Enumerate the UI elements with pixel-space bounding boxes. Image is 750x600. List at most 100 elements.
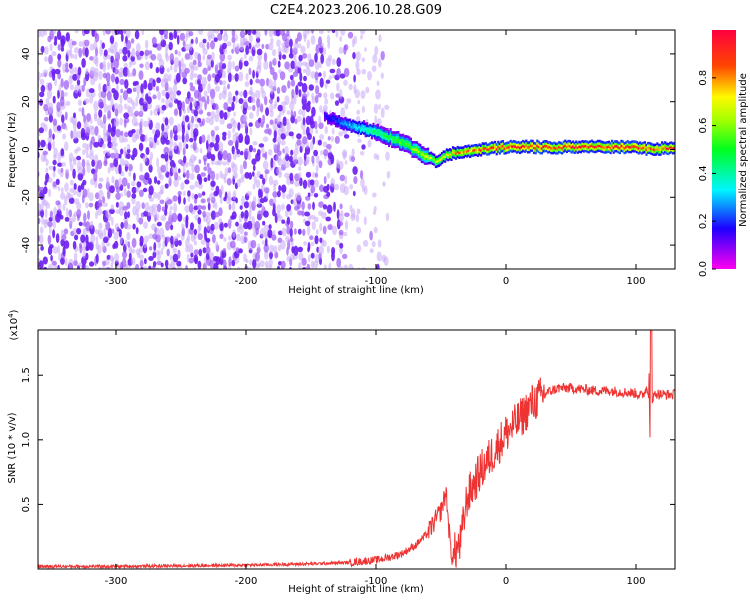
spectrogram-noise-cell xyxy=(197,233,203,241)
spectrogram-noise-cell xyxy=(203,226,207,237)
spectrogram-noise-cell xyxy=(298,166,302,172)
spectrogram-track-cell xyxy=(391,133,394,137)
spectrogram-track-cell xyxy=(526,141,529,144)
spectrogram-noise-cell xyxy=(47,264,54,269)
spectrogram-track-cell xyxy=(364,129,367,133)
spectrogram-track-cell xyxy=(539,151,542,155)
spectrogram-track-cell xyxy=(586,145,589,148)
spectrogram-track-cell xyxy=(529,149,533,152)
colorbar-tick-label: 0.4 xyxy=(698,165,709,181)
spectrogram-noise-cell xyxy=(245,73,249,81)
spectrogram-noise-cell xyxy=(235,221,239,227)
spectrogram-track-cell xyxy=(476,144,480,148)
spectrogram-track-cell xyxy=(522,139,525,143)
spectrogram-noise-cell xyxy=(252,258,257,269)
spectrogram-track-cell xyxy=(373,132,377,135)
spectrogram-noise-cell xyxy=(367,139,372,148)
spectrogram-noise-cell xyxy=(148,256,154,261)
spectrogram-noise-cell xyxy=(375,89,381,100)
spectrogram-noise-cell xyxy=(97,189,104,200)
spectrogram-noise-cell xyxy=(263,210,269,218)
spectrogram-noise-cell xyxy=(315,164,319,173)
spectrogram-noise-cell xyxy=(166,248,170,257)
spectrogram-track-cell xyxy=(572,147,575,151)
spectrogram-track-cell xyxy=(568,147,572,150)
spectrogram-noise-cell xyxy=(251,158,257,165)
spectrogram-noise-cell xyxy=(289,236,294,243)
spectrogram-noise-cell xyxy=(114,253,120,263)
spectrogram-x-tick-label: -100 xyxy=(365,276,388,287)
spectrogram-noise-cell xyxy=(183,197,186,205)
spectrogram-track-cell xyxy=(427,147,430,151)
spectrogram-track-cell xyxy=(528,141,531,144)
spectrogram-noise-cell xyxy=(280,260,286,269)
spectrogram-track-cell xyxy=(417,143,420,146)
spectrogram-noise-cell xyxy=(111,135,117,144)
spectrogram-noise-cell xyxy=(52,159,57,166)
spectrogram-track-cell xyxy=(664,148,667,151)
spectrogram-noise-cell xyxy=(223,259,227,269)
spectrogram-track-cell xyxy=(558,141,561,144)
spectrogram-noise-cell xyxy=(80,234,86,243)
spectrogram-track-cell xyxy=(601,145,604,149)
spectrogram-noise-cell xyxy=(157,91,162,101)
spectrogram-noise-cell xyxy=(57,162,63,167)
spectrogram-noise-cell xyxy=(324,98,329,105)
spectrogram-x-axis-label: Height of straight line (km) xyxy=(288,285,424,296)
spectrogram-noise-cell xyxy=(246,105,252,111)
spectrogram-noise-cell xyxy=(350,208,356,219)
spectrogram-track-cell xyxy=(662,144,665,148)
spectrogram-noise-cell xyxy=(323,149,329,156)
spectrogram-track-cell xyxy=(539,147,542,150)
spectrogram-track-cell xyxy=(490,146,494,149)
spectrogram-noise-cell xyxy=(123,117,130,124)
spectrogram-track-cell xyxy=(484,144,487,148)
spectrogram-noise-cell xyxy=(373,103,379,114)
spectrogram-noise-cell xyxy=(49,210,54,219)
spectrogram-track-cell xyxy=(484,142,487,145)
spectrogram-noise-layer xyxy=(38,30,391,269)
spectrogram-noise-cell xyxy=(102,114,107,124)
spectrogram-track-cell xyxy=(559,141,562,145)
spectrogram-track-cell xyxy=(609,144,612,147)
spectrogram-noise-cell xyxy=(257,243,261,249)
spectrogram-noise-cell xyxy=(306,39,310,49)
spectrogram-noise-cell xyxy=(172,247,178,254)
spectrogram-noise-cell xyxy=(309,179,315,186)
spectrogram-noise-cell xyxy=(322,104,328,111)
spectrogram-noise-cell xyxy=(354,89,360,99)
spectrogram-track-cell xyxy=(433,158,436,161)
spectrogram-noise-cell xyxy=(103,49,108,57)
spectrogram-noise-cell xyxy=(311,92,314,100)
spectrogram-track-cell xyxy=(420,153,423,156)
spectrogram-noise-cell xyxy=(40,84,46,93)
spectrogram-noise-cell xyxy=(90,233,96,244)
spectrogram-track-cell xyxy=(430,156,433,159)
spectrogram-noise-cell xyxy=(203,177,208,183)
spectrogram-noise-cell xyxy=(272,71,278,81)
spectrogram-track-cell xyxy=(659,148,662,151)
spectrogram-noise-cell xyxy=(323,92,328,99)
spectrogram-track-cell xyxy=(500,142,503,146)
spectrogram-noise-cell xyxy=(311,155,315,164)
spectrogram-noise-cell xyxy=(184,67,190,74)
spectrogram-track-cell xyxy=(653,151,656,154)
spectrogram-noise-cell xyxy=(148,185,154,196)
spectrogram-track-cell xyxy=(419,155,422,159)
spectrogram-noise-cell xyxy=(304,220,311,227)
spectrogram-track-cell xyxy=(595,145,598,148)
spectrogram-noise-cell xyxy=(259,260,265,268)
spectrogram-track-cell xyxy=(406,142,409,146)
spectrogram-track-cell xyxy=(667,145,670,148)
spectrogram-noise-cell xyxy=(227,54,232,61)
spectrogram-noise-cell xyxy=(269,244,275,254)
spectrogram-track-cell xyxy=(601,148,604,151)
spectrogram-track-cell xyxy=(565,148,568,151)
spectrogram-track-cell xyxy=(487,145,490,149)
spectrogram-noise-cell xyxy=(215,173,220,181)
spectrogram-noise-cell xyxy=(165,163,169,174)
spectrogram-track-cell xyxy=(445,150,448,154)
spectrogram-track-cell xyxy=(375,124,378,127)
spectrogram-noise-cell xyxy=(289,74,294,81)
